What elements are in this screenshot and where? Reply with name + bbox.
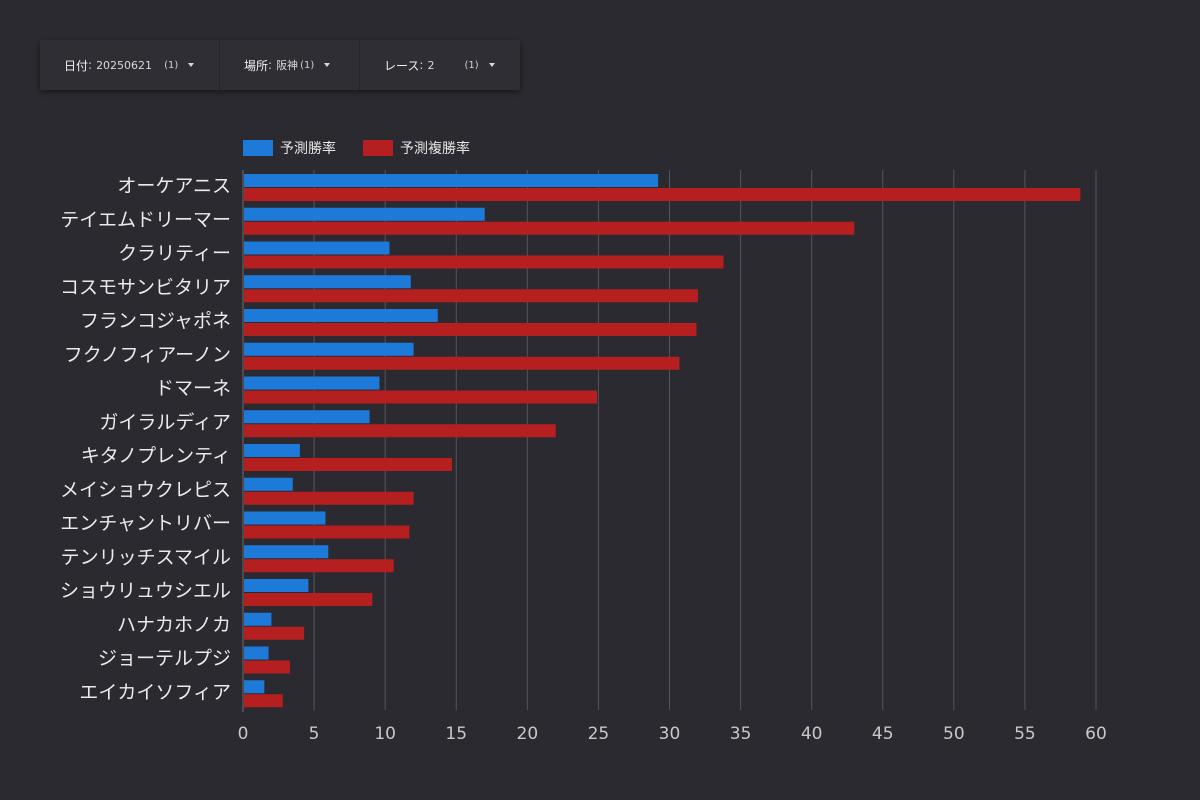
bar-win-rate — [244, 342, 414, 356]
bar-win-rate — [244, 241, 390, 255]
filter-date-label: 日付 — [64, 58, 89, 73]
filter-venue[interactable]: 場所 : 阪神 (1) — [220, 40, 360, 90]
bar-place-rate — [244, 660, 290, 674]
category-label: ガイラルディア — [99, 411, 231, 433]
filter-race-colon: : — [419, 58, 424, 72]
bar-win-rate — [244, 646, 269, 660]
legend-label: 予測複勝率 — [400, 140, 470, 157]
bar-win-rate — [244, 275, 411, 289]
bar-win-rate — [244, 376, 380, 390]
x-tick-label: 50 — [943, 724, 965, 744]
x-tick-label: 20 — [517, 724, 539, 744]
bar-win-rate — [244, 511, 326, 525]
filter-race-label: レース — [384, 58, 420, 73]
bar-win-rate — [244, 545, 329, 559]
category-label: フランコジャポネ — [80, 310, 231, 332]
category-label: ハナカホノカ — [117, 614, 231, 636]
bar-win-rate — [244, 579, 309, 592]
filter-venue-label: 場所 — [244, 58, 269, 73]
bar-place-rate — [244, 255, 724, 269]
category-label: ショウリュウシエル — [60, 580, 231, 602]
category-label: テンリッチスマイル — [61, 546, 231, 568]
x-tick-label: 55 — [1014, 724, 1036, 744]
bar-win-rate — [244, 174, 659, 187]
bar-place-rate — [244, 491, 414, 505]
category-label: クラリティー — [118, 243, 231, 265]
filter-race-value: 2 — [427, 58, 435, 72]
filter-date[interactable]: 日付 : 20250621 (1) — [40, 40, 220, 90]
legend-swatch — [243, 140, 273, 156]
bar-place-rate — [244, 424, 556, 438]
x-tick-label: 0 — [238, 724, 249, 744]
chevron-down-icon[interactable] — [488, 63, 495, 67]
filter-date-colon: : — [88, 58, 93, 72]
category-label: ジョーテルプジ — [98, 648, 231, 670]
bar-place-rate — [244, 188, 1081, 201]
bar-win-rate — [244, 410, 370, 424]
filter-date-value: 20250621 — [96, 58, 153, 72]
bar-place-rate — [244, 221, 855, 235]
bar-place-rate — [244, 289, 698, 303]
x-tick-label: 10 — [374, 724, 396, 744]
bar-win-rate — [244, 477, 293, 491]
x-tick-label: 15 — [445, 724, 467, 744]
bar-place-rate — [244, 323, 697, 336]
filter-venue-colon: : — [268, 58, 273, 72]
category-label: キタノプレンティ — [81, 445, 231, 467]
x-tick-label: 30 — [659, 724, 681, 744]
bar-win-rate — [244, 680, 265, 694]
x-tick-label: 40 — [801, 724, 823, 744]
x-tick-label: 5 — [309, 724, 320, 744]
category-label: コスモサンビタリア — [60, 276, 231, 298]
x-tick-label: 25 — [588, 724, 610, 744]
bar-win-rate — [244, 444, 300, 457]
category-label: テイエムドリーマー — [60, 209, 231, 231]
filter-race[interactable]: レース : 2 (1) — [360, 40, 520, 90]
bar-place-rate — [244, 559, 394, 573]
legend-swatch — [363, 140, 393, 156]
chevron-down-icon[interactable] — [188, 63, 195, 67]
filter-date-count: (1) — [164, 59, 179, 71]
filter-venue-value: 阪神 — [276, 59, 299, 72]
x-tick-label: 60 — [1085, 724, 1107, 744]
category-label: ドマーネ — [155, 378, 231, 400]
category-label: エイカイソフィア — [79, 681, 231, 703]
filter-venue-count: (1) — [300, 59, 315, 71]
bar-win-rate — [244, 309, 438, 322]
bar-place-rate — [244, 356, 680, 370]
filter-race-count: (1) — [464, 59, 479, 71]
category-label: メイショウクレピス — [60, 479, 231, 501]
bar-place-rate — [244, 626, 305, 640]
bar-place-rate — [244, 390, 597, 404]
x-tick-label: 45 — [872, 724, 894, 744]
x-tick-label: 35 — [730, 724, 752, 744]
bar-win-rate — [244, 612, 272, 626]
category-label: エンチャントリバー — [60, 513, 231, 535]
chevron-down-icon[interactable] — [324, 63, 331, 67]
filter-bar: 日付 : 20250621 (1) 場所 : 阪神 (1) レース : 2 (1… — [40, 40, 520, 90]
category-label: オーケアニス — [117, 175, 231, 197]
category-label: フクノフィアーノン — [64, 344, 231, 366]
bar-place-rate — [244, 694, 283, 708]
bar-place-rate — [244, 458, 452, 471]
legend-label: 予測勝率 — [280, 140, 336, 157]
bar-place-rate — [244, 593, 373, 606]
bar-win-rate — [244, 207, 485, 221]
bar-place-rate — [244, 525, 410, 539]
